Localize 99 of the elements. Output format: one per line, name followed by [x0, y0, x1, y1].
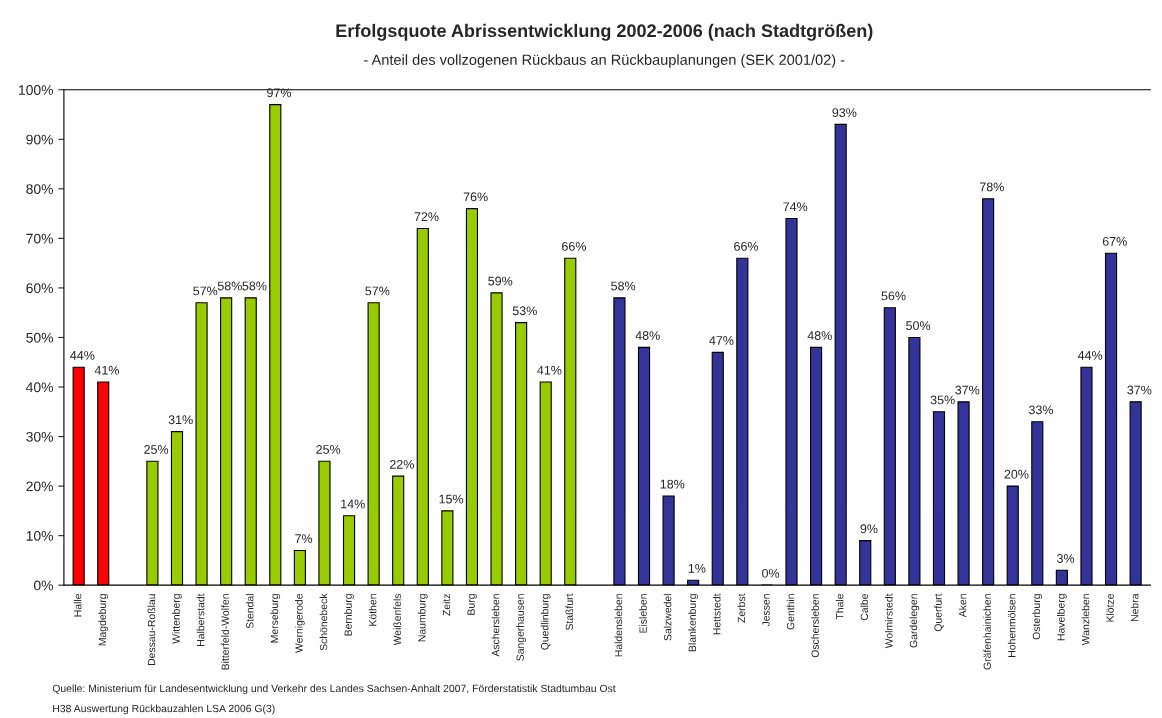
x-tick-label: Salzwedel: [663, 594, 672, 641]
x-tick-label: Wanzleben: [1081, 594, 1090, 646]
x-tick-label: Wittenberg: [172, 594, 182, 644]
x-tick-label: Burg: [467, 594, 477, 615]
data-label: 67%: [1102, 236, 1127, 246]
x-tick-label: Gardelegen: [909, 594, 920, 648]
x-tick-label: Staßfurt: [565, 593, 574, 631]
data-label: 47%: [709, 336, 734, 345]
x-tick-label: Schönebeck: [319, 593, 328, 651]
x-tick-label: Blankenburg: [688, 594, 699, 652]
x-tick-label: Aken: [958, 594, 967, 618]
data-label: 41%: [537, 365, 562, 375]
data-label: 48%: [807, 331, 832, 340]
data-label: 56%: [881, 291, 906, 301]
data-label: 15%: [439, 494, 464, 504]
data-label: 18%: [660, 479, 685, 489]
data-label: 97%: [267, 88, 292, 98]
chart-title: Erfolgsquote Abrissentwicklung 2002-2006 (nach Stadtgrößen): [336, 23, 873, 41]
y-tick-label: 10%: [26, 530, 53, 541]
data-label: 58%: [242, 281, 267, 291]
x-tick-label: Köthen: [368, 594, 377, 626]
x-tick-label: Haldensleben: [614, 594, 623, 657]
x-tick-label: Halle: [73, 593, 82, 617]
x-tick-label: Bernburg: [344, 594, 354, 636]
data-label: 59%: [488, 276, 513, 286]
x-tick-label: Hettstedt: [712, 593, 721, 635]
x-tick-label: Wolmirstedt: [884, 593, 893, 649]
x-tick-label: Wernigerode: [295, 593, 305, 653]
x-tick-label: Calbe: [860, 593, 869, 621]
data-label: 31%: [168, 415, 193, 425]
data-label: 53%: [512, 306, 537, 316]
x-tick-label: Nebra: [1130, 593, 1139, 622]
x-tick-label: Halberstadt: [196, 593, 205, 646]
x-tick-label: Stendal: [245, 594, 254, 629]
y-tick-label: 30%: [26, 431, 53, 442]
data-label: 22%: [390, 459, 414, 469]
y-tick-label: 100%: [19, 85, 53, 95]
x-tick-label: Gräfenhainichen: [983, 594, 991, 670]
x-tick-label: Zerbst: [737, 593, 746, 623]
data-label: 0%: [762, 568, 780, 578]
y-tick-label: 90%: [26, 134, 53, 145]
data-label: 25%: [316, 445, 341, 454]
data-label: 37%: [1127, 385, 1152, 395]
x-tick-label: Zeitz: [442, 594, 451, 616]
data-label: 78%: [979, 182, 1004, 192]
y-tick-label: 0%: [33, 580, 53, 591]
x-tick-label: Magdeburg: [98, 594, 109, 646]
data-label: 58%: [217, 281, 242, 291]
x-tick-label: Naumburg: [417, 594, 428, 642]
x-tick-label: Osterburg: [1032, 594, 1043, 640]
y-tick-label: 80%: [26, 184, 53, 194]
data-label: 7%: [295, 534, 313, 544]
x-tick-label: Merseburg: [270, 594, 281, 643]
data-label: 48%: [635, 331, 660, 340]
y-tick-label: 60%: [26, 283, 53, 294]
data-label: 50%: [906, 321, 931, 331]
x-tick-label: Weißenfels: [393, 593, 401, 646]
data-label: 93%: [832, 108, 857, 117]
x-tick-label: Hohenmölsen: [1007, 594, 1016, 657]
data-label: 74%: [783, 202, 808, 212]
x-tick-label: Quedlinburg: [540, 594, 551, 650]
data-label: 72%: [414, 212, 439, 221]
x-tick-label: Oschersleben: [811, 594, 819, 658]
x-tick-label: Sangerhausen: [516, 594, 526, 661]
x-tick-label: Genthin: [786, 594, 795, 630]
data-label: 25%: [144, 445, 169, 454]
data-label: 44%: [70, 350, 95, 360]
x-tick-label: Jessen: [762, 594, 770, 627]
y-tick-label: 50%: [26, 332, 53, 343]
data-label: 1%: [688, 563, 706, 573]
data-label: 3%: [1057, 554, 1075, 563]
y-tick-label: 70%: [26, 233, 53, 244]
data-label: 76%: [463, 192, 488, 202]
x-tick-label: Thale: [835, 593, 844, 620]
data-label: 58%: [611, 281, 636, 291]
data-label: 20%: [1004, 469, 1029, 479]
data-label: 9%: [860, 524, 878, 534]
x-tick-label: Bitterfeld-Wolfen: [221, 594, 229, 670]
data-label: 66%: [562, 241, 587, 251]
chart-subtitle: - Anteil des vollzogenen Rückbaus an Rückbauplanungen (SEK 2001/02) -: [364, 54, 845, 68]
x-tick-label: Querfurt: [934, 593, 944, 632]
data-label: 41%: [94, 365, 119, 375]
data-label: 57%: [365, 286, 390, 296]
source-note: Quelle: Ministerium für Landesentwicklung und Verkehr des Landes Sachsen-Anhalt 2007, Förderstatistik Stadtumbau Ost: [52, 684, 616, 695]
data-label: 33%: [1028, 405, 1054, 415]
data-label: 14%: [341, 499, 365, 509]
data-label: 44%: [1077, 350, 1103, 360]
text: H38 Auswertung Rückbauzahlen LSA 2006 G(3): [53, 704, 275, 715]
y-tick-label: 20%: [26, 481, 53, 492]
x-tick-label: Klötze: [1106, 593, 1114, 622]
x-tick-label: Dessau-Roßlau: [147, 594, 156, 666]
x-tick-label: Eisleben: [639, 594, 647, 633]
data-label: 57%: [193, 286, 218, 296]
y-tick-label: 40%: [26, 382, 53, 393]
x-tick-label: Aschersleben: [491, 594, 500, 657]
x-tick-label: Havelberg: [1057, 594, 1067, 641]
data-label: 37%: [955, 385, 980, 395]
data-label: 35%: [930, 395, 955, 405]
data-label: 66%: [734, 241, 759, 251]
